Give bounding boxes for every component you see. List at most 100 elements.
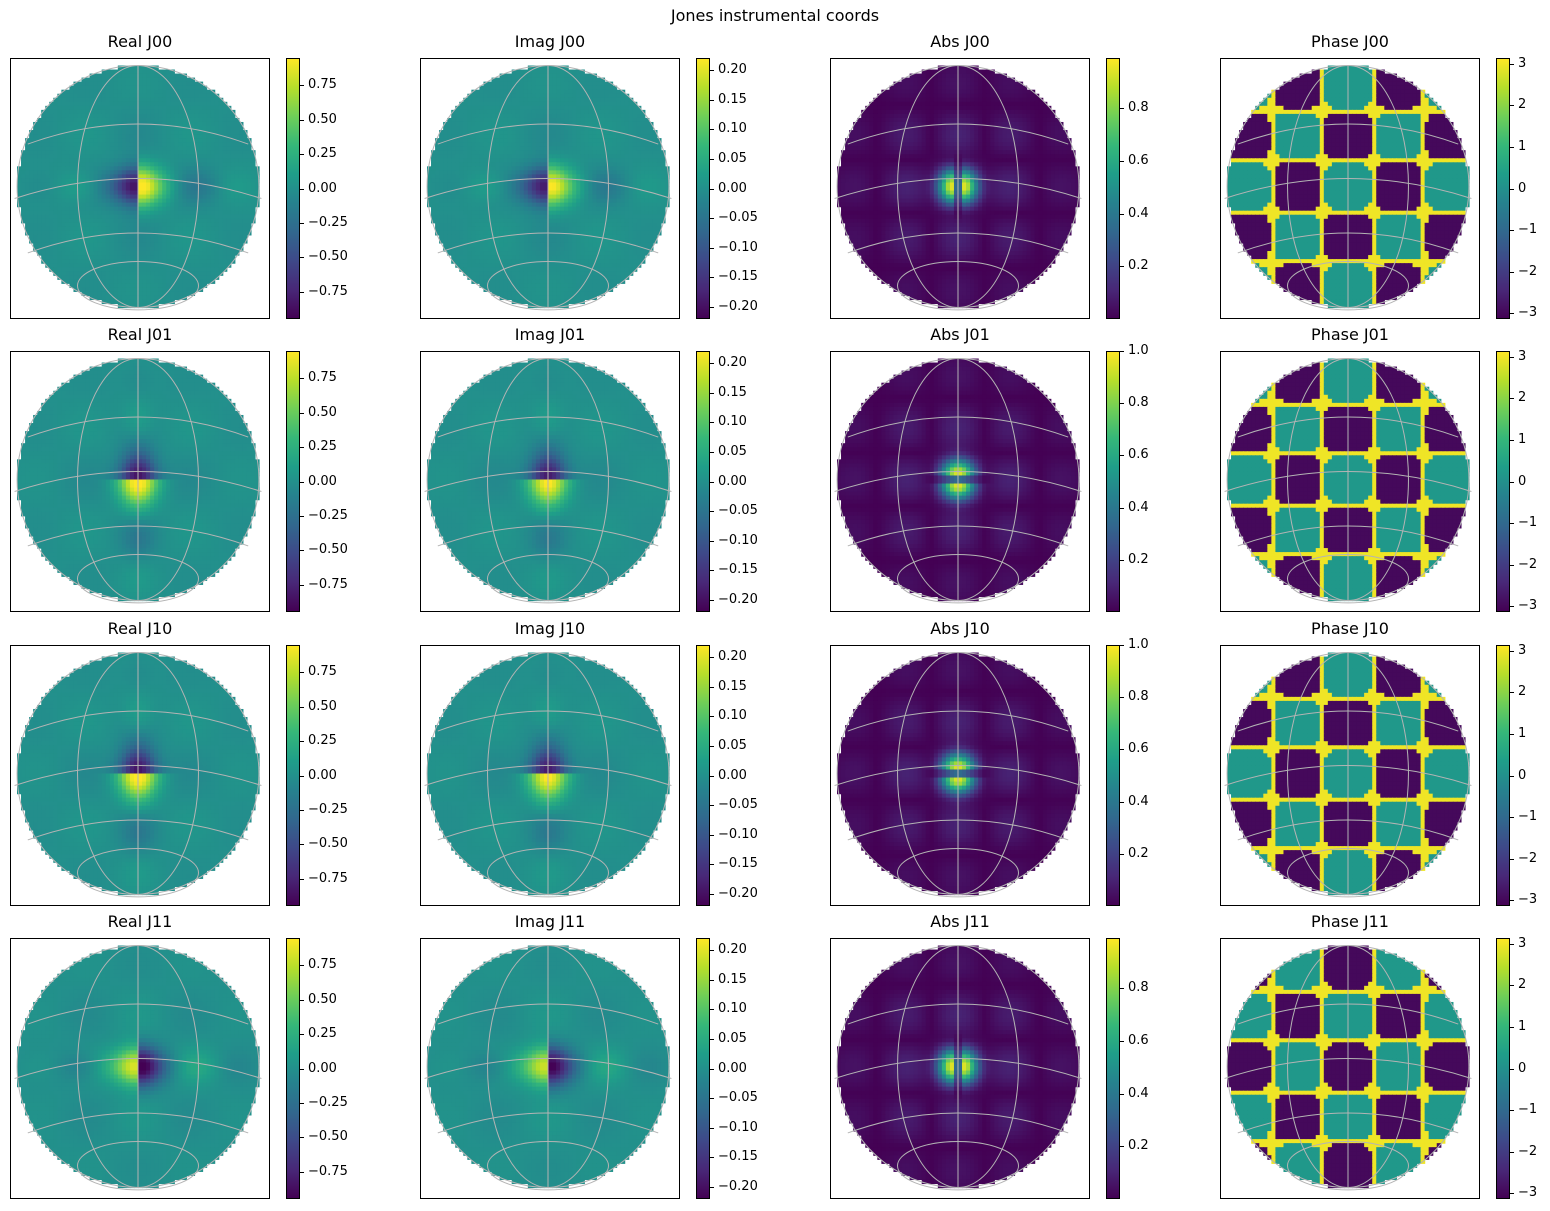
colorbar-tick-mark bbox=[300, 516, 304, 517]
heatmap-axes bbox=[1220, 58, 1480, 319]
colorbar-tick-label: 0.8 bbox=[1128, 689, 1149, 704]
colorbar-tick-mark bbox=[1510, 1110, 1514, 1111]
colorbar-tick-mark bbox=[710, 100, 714, 101]
colorbar-tick-label: 0.10 bbox=[718, 414, 747, 429]
colorbar-tick-label: 0.4 bbox=[1128, 206, 1149, 221]
heatmap-axes bbox=[830, 938, 1090, 1199]
colorbar-tick-mark bbox=[1510, 651, 1514, 652]
colorbar-tick-label: 0.50 bbox=[308, 112, 337, 127]
colorbar-tick-label: −0.25 bbox=[308, 1095, 348, 1110]
colorbar-tick-mark bbox=[710, 657, 714, 658]
colorbar-tick-mark bbox=[300, 85, 304, 86]
colorbar-tick-mark bbox=[300, 378, 304, 379]
colorbar-tick-mark bbox=[300, 154, 304, 155]
colorbar-tick-label: 0.05 bbox=[718, 444, 747, 459]
colorbar-tick-mark bbox=[1120, 455, 1124, 456]
colorbar bbox=[286, 351, 300, 612]
panel-title: Phase J11 bbox=[1220, 912, 1480, 931]
panel-title: Imag J11 bbox=[420, 912, 680, 931]
colorbar-tick-mark bbox=[710, 980, 714, 981]
colorbar-tick-label: 0.15 bbox=[718, 972, 747, 987]
heatmap-pixels bbox=[427, 65, 670, 309]
colorbar-tick-label: 0.25 bbox=[308, 146, 337, 161]
colorbar-tick-mark bbox=[1510, 189, 1514, 190]
heatmap-image bbox=[1224, 652, 1472, 898]
panel-imag-j10: Imag J10 0.20 0.15 0.10 0.05 0.00 −0.05 −0.10 −0… bbox=[420, 619, 760, 906]
colorbar-tick-label: 0.2 bbox=[1128, 552, 1149, 567]
colorbar-tick-mark bbox=[300, 1103, 304, 1104]
panel-abs-j10: Abs J10 1.0 0.8 0.6 0.4 0.2 bbox=[830, 619, 1170, 906]
colorbar-tick-label: 0.6 bbox=[1128, 447, 1149, 462]
heatmap-image bbox=[424, 65, 672, 311]
colorbar bbox=[286, 938, 300, 1199]
colorbar-tick-label: 0.20 bbox=[718, 942, 747, 957]
colorbar-tick-label: −0.05 bbox=[718, 210, 758, 225]
colorbar-tick-mark bbox=[1510, 357, 1514, 358]
colorbar-tick-label: 0 bbox=[1518, 181, 1526, 196]
colorbar-tick-mark bbox=[300, 810, 304, 811]
heatmap-pixels bbox=[837, 358, 1080, 602]
heatmap-image bbox=[14, 652, 262, 898]
colorbar-tick-mark bbox=[710, 950, 714, 951]
colorbar-tick-label: −0.05 bbox=[718, 503, 758, 518]
heatmap-image bbox=[834, 65, 1082, 311]
heatmap-axes bbox=[830, 351, 1090, 612]
graticule bbox=[14, 945, 262, 1191]
colorbar-tick-mark bbox=[710, 482, 714, 483]
colorbar-tick-mark bbox=[1510, 64, 1514, 65]
colorbar-tick-label: 1 bbox=[1518, 432, 1526, 447]
colorbar-tick-mark bbox=[710, 805, 714, 806]
colorbar-tick-label: 0.15 bbox=[718, 679, 747, 694]
colorbar-tick-label: 0.00 bbox=[308, 181, 337, 196]
heatmap-image bbox=[424, 358, 672, 604]
colorbar-tick-mark bbox=[1510, 1193, 1514, 1194]
colorbar-tick-label: −0.10 bbox=[718, 240, 758, 255]
colorbar-tick-mark bbox=[300, 447, 304, 448]
colorbar-tick-label: 0.50 bbox=[308, 405, 337, 420]
panel-imag-j01: Imag J01 0.20 0.15 0.10 0.05 0.00 −0.05 −0.10 −0… bbox=[420, 325, 760, 612]
colorbar-tick-mark bbox=[300, 120, 304, 121]
colorbar-tick-mark bbox=[300, 1000, 304, 1001]
colorbar-tick-label: 1 bbox=[1518, 1019, 1526, 1034]
colorbar-tick-mark bbox=[710, 363, 714, 364]
colorbar-tick-mark bbox=[1510, 440, 1514, 441]
panel-real-j01: Real J01 0.75 0.50 0.25 0.00 −0.25 −0.50 −0.75 bbox=[10, 325, 350, 612]
colorbar-tick-mark bbox=[1510, 272, 1514, 273]
colorbar-tick-label: 0.10 bbox=[718, 708, 747, 723]
colorbar-tick-label: −0.15 bbox=[718, 562, 758, 577]
colorbar-tick-mark bbox=[710, 1039, 714, 1040]
colorbar-tick-mark bbox=[1510, 692, 1514, 693]
graticule bbox=[1224, 945, 1472, 1191]
colorbar-tick-label: 0.25 bbox=[308, 1026, 337, 1041]
colorbar-tick-mark bbox=[710, 248, 714, 249]
colorbar-tick-label: −0.50 bbox=[308, 836, 348, 851]
colorbar-tick-label: −0.75 bbox=[308, 577, 348, 592]
colorbar-tick-label: −2 bbox=[1518, 557, 1537, 572]
panel-imag-j11: Imag J11 0.20 0.15 0.10 0.05 0.00 −0.05 −0.10 −0… bbox=[420, 912, 760, 1199]
heatmap-axes bbox=[10, 351, 270, 612]
colorbar-tick-mark bbox=[300, 1172, 304, 1173]
heatmap-image bbox=[1224, 65, 1472, 311]
colorbar-tick-label: 2 bbox=[1518, 390, 1526, 405]
colorbar bbox=[1496, 58, 1510, 319]
colorbar-tick-mark bbox=[710, 511, 714, 512]
heatmap-axes bbox=[830, 645, 1090, 906]
colorbar-tick-mark bbox=[300, 223, 304, 224]
panel-real-j11: Real J11 0.75 0.50 0.25 0.00 −0.25 −0.50 −0.75 bbox=[10, 912, 350, 1199]
colorbar-tick-label: 2 bbox=[1518, 977, 1526, 992]
colorbar-tick-label: −1 bbox=[1518, 222, 1537, 237]
panel-title: Abs J00 bbox=[830, 32, 1090, 51]
colorbar-tick-mark bbox=[1510, 1027, 1514, 1028]
colorbar-tick-label: −1 bbox=[1518, 809, 1537, 824]
colorbar-tick-label: 0.10 bbox=[718, 1001, 747, 1016]
heatmap-pixels bbox=[17, 358, 260, 602]
colorbar-tick-mark bbox=[1120, 1146, 1124, 1147]
colorbar-tick-mark bbox=[1510, 482, 1514, 483]
colorbar-tick-label: 0.50 bbox=[308, 699, 337, 714]
colorbar-tick-label: −0.15 bbox=[718, 1149, 758, 1164]
panel-real-j00: Real J00 0.75 0.50 0.25 0.00 −0.25 −0.50 −0.75 bbox=[10, 32, 350, 319]
heatmap-axes bbox=[420, 645, 680, 906]
colorbar-tick-mark bbox=[710, 746, 714, 747]
colorbar-tick-label: −0.10 bbox=[718, 827, 758, 842]
colorbar-tick-label: 0.8 bbox=[1128, 980, 1149, 995]
